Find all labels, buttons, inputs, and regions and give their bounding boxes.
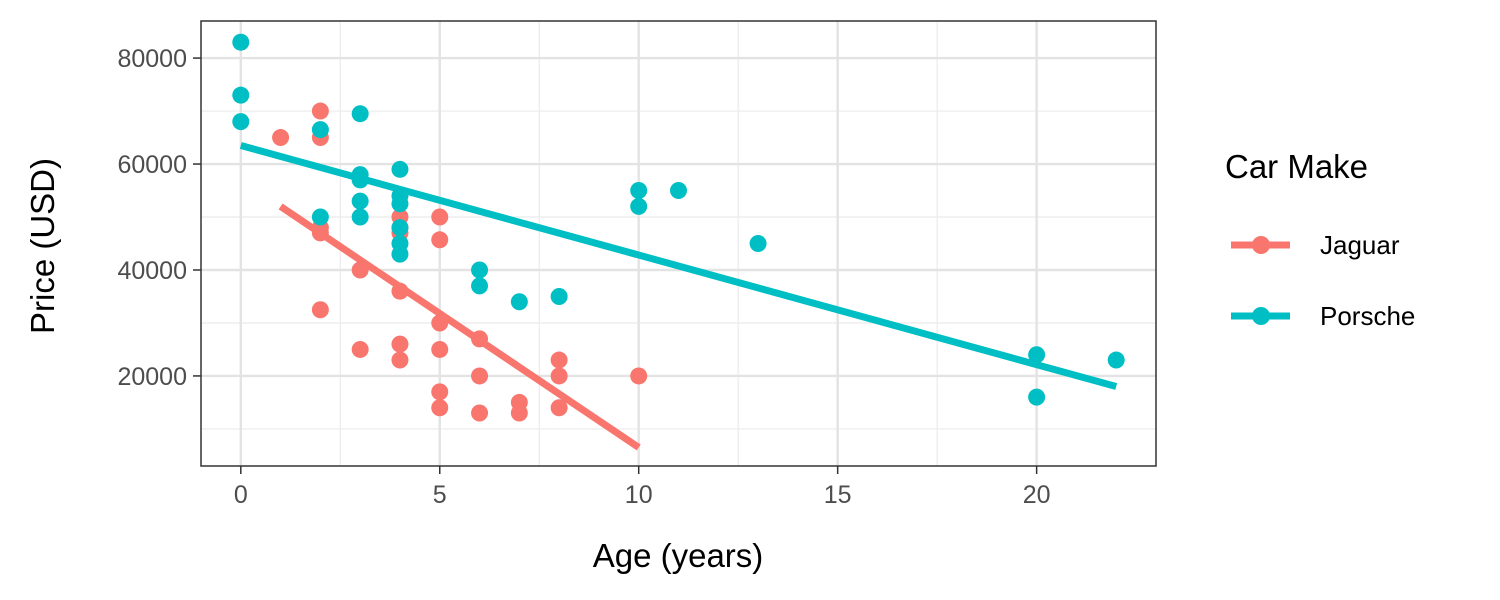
data-point-porsche [311, 121, 329, 139]
legend-key-porsche-dot [1252, 307, 1270, 325]
data-point-porsche [391, 160, 409, 178]
data-point-jaguar [471, 367, 489, 385]
plot-panel-background [201, 21, 1156, 466]
data-point-jaguar [311, 102, 329, 120]
data-point-jaguar [311, 301, 329, 319]
y-axis: 20000 40000 60000 80000 [117, 45, 201, 391]
data-point-porsche [391, 219, 409, 237]
data-point-jaguar [471, 330, 489, 348]
data-point-jaguar [431, 231, 449, 249]
data-point-jaguar [471, 404, 489, 422]
legend-title: Car Make [1225, 148, 1368, 185]
data-point-jaguar [510, 404, 528, 422]
data-point-jaguar [391, 351, 409, 369]
data-point-porsche [1028, 388, 1046, 406]
trend-line-porsche [239, 142, 1118, 390]
data-point-jaguar [431, 383, 449, 401]
data-point-porsche [550, 287, 568, 305]
data-point-porsche [1028, 346, 1046, 364]
legend-item-jaguar: Jaguar [1231, 230, 1400, 260]
data-point-jaguar [311, 224, 329, 242]
trend-line-jaguar [278, 203, 641, 451]
data-point-jaguar [550, 399, 568, 417]
data-point-porsche [1107, 351, 1125, 369]
data-point-jaguar [351, 261, 369, 279]
data-point-porsche [351, 105, 369, 123]
x-tick-label: 0 [234, 481, 248, 509]
data-point-jaguar [550, 367, 568, 385]
data-point-porsche [630, 197, 648, 215]
data-point-porsche [311, 208, 329, 226]
data-points [232, 33, 1125, 422]
data-point-jaguar [351, 340, 369, 358]
data-point-porsche [510, 293, 528, 311]
data-point-porsche [749, 235, 767, 252]
legend-item-porsche: Porsche [1231, 301, 1415, 331]
data-point-porsche [391, 245, 409, 263]
x-tick-label: 20 [1023, 481, 1051, 509]
data-point-porsche [351, 208, 369, 226]
data-point-jaguar [391, 335, 409, 353]
data-point-jaguar [272, 129, 290, 147]
data-point-porsche [471, 277, 489, 295]
y-tick-label: 60000 [117, 151, 187, 179]
y-axis-title: Price (USD) [24, 158, 61, 334]
y-tick-label: 20000 [117, 363, 187, 391]
data-point-jaguar [431, 208, 449, 226]
data-point-jaguar [630, 367, 648, 385]
data-point-porsche [630, 182, 648, 200]
legend-key-jaguar-dot [1252, 236, 1270, 254]
data-point-porsche [351, 192, 369, 210]
legend-label-jaguar: Jaguar [1320, 230, 1400, 260]
x-tick-label: 5 [433, 481, 447, 509]
data-point-porsche [232, 113, 250, 131]
y-tick-label: 80000 [117, 45, 187, 73]
x-axis-title: Age (years) [593, 537, 764, 574]
data-point-porsche [232, 33, 250, 51]
y-tick-label: 40000 [117, 257, 187, 285]
data-point-jaguar [391, 282, 409, 300]
trend-lines [239, 142, 1118, 451]
legend: Car Make Jaguar Porsche [1225, 148, 1415, 331]
data-point-porsche [471, 261, 489, 279]
data-point-porsche [391, 195, 409, 213]
legend-label-porsche: Porsche [1320, 301, 1415, 331]
data-point-jaguar [431, 314, 449, 332]
data-point-jaguar [431, 399, 449, 417]
x-tick-label: 15 [824, 481, 852, 509]
x-tick-label: 10 [625, 481, 653, 509]
x-axis: 0 5 10 15 20 [234, 466, 1051, 509]
data-point-jaguar [550, 351, 568, 369]
plot-panel-border [200, 20, 1157, 467]
data-point-porsche [232, 86, 250, 104]
data-point-porsche [351, 171, 369, 189]
data-point-jaguar [431, 340, 449, 358]
data-point-porsche [670, 182, 687, 200]
